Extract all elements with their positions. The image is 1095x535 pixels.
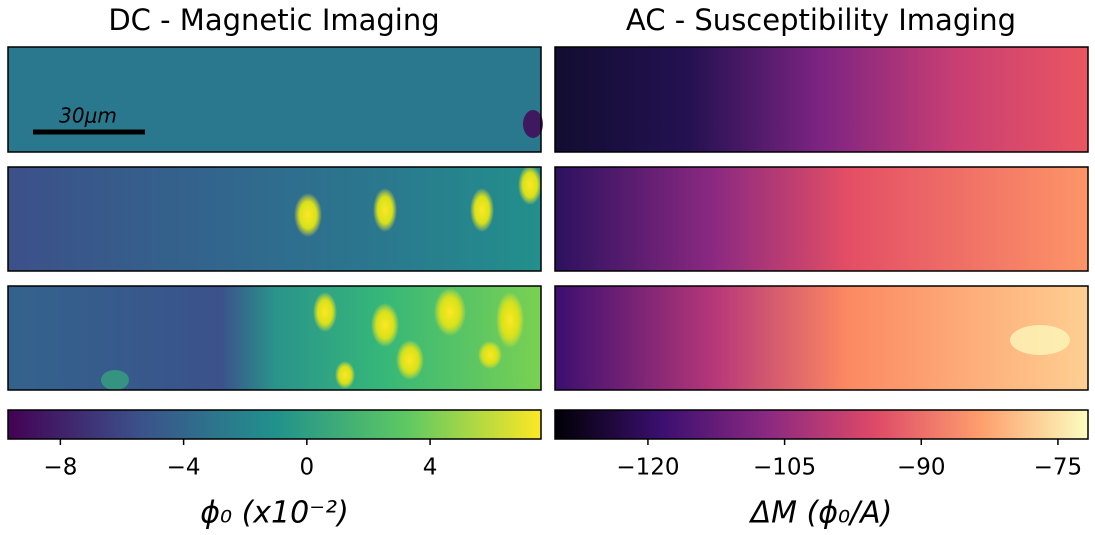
heatmap: [8, 47, 541, 152]
tick-label: −4: [167, 455, 201, 481]
feature: [518, 165, 542, 205]
tick-label: −75: [1034, 455, 1083, 481]
colorbar-label: ϕ₀ (x10⁻²): [200, 496, 349, 531]
heatmap: [555, 47, 1088, 152]
tick-label: −8: [43, 455, 77, 481]
ac-maps: [554, 46, 1089, 391]
heatmap: [555, 167, 1088, 271]
colorbar-frame: [554, 409, 1089, 440]
tick-label: −90: [897, 455, 946, 481]
colorbar: [8, 410, 541, 439]
feature: [470, 188, 494, 232]
feature: [1010, 325, 1070, 355]
frame: [7, 166, 542, 272]
tick-label: −120: [616, 455, 679, 481]
frame: [554, 46, 1089, 153]
colorbar-frame: [7, 409, 542, 440]
tick-label: 4: [423, 455, 438, 481]
tick-label: 0: [300, 455, 315, 481]
frame: [7, 285, 542, 391]
heatmap: [555, 286, 1088, 390]
panel-title: AC - Susceptibility Imaging: [626, 3, 1016, 37]
feature: [373, 188, 397, 232]
feature: [434, 288, 466, 336]
feature: [294, 193, 322, 237]
dc-maps: 30μm: [7, 46, 543, 391]
feature: [523, 110, 543, 138]
frame: [554, 285, 1089, 391]
frame: [7, 46, 542, 153]
feature: [313, 292, 337, 332]
panel-title: DC - Magnetic Imaging: [108, 3, 439, 37]
feature: [396, 340, 424, 380]
heatmap: [8, 167, 541, 271]
colorbar-label: ΔM (ϕ₀/A): [749, 496, 893, 531]
feature: [478, 341, 502, 369]
feature: [101, 370, 129, 390]
tick-label: −105: [753, 455, 816, 481]
colorbar: [555, 410, 1088, 439]
feature: [335, 361, 355, 389]
frame: [554, 166, 1089, 272]
feature: [496, 292, 524, 348]
feature: [371, 303, 399, 347]
scale-bar-label: 30μm: [59, 104, 117, 128]
